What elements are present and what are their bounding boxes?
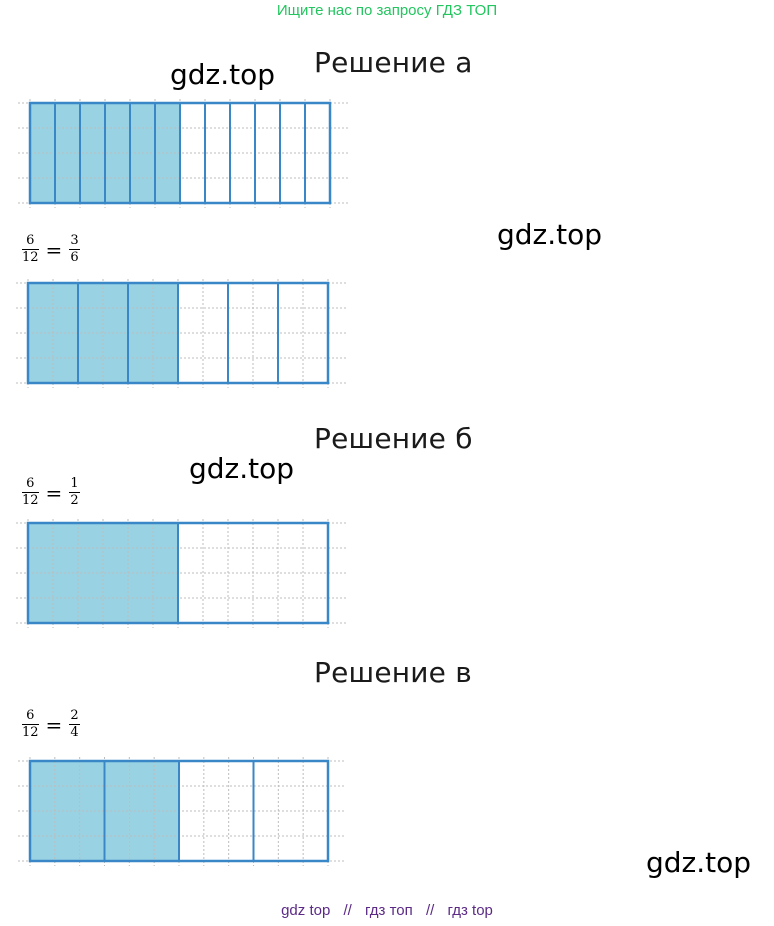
equals-sign: = <box>45 237 63 262</box>
watermark: gdz.top <box>497 218 603 251</box>
watermark: gdz.top <box>189 452 295 485</box>
footer-link[interactable]: gdz top <box>281 902 331 919</box>
footer-link[interactable]: гдз топ <box>365 902 413 919</box>
search-banner[interactable]: Ищите нас по запросу ГДЗ ТОП <box>276 2 498 19</box>
bar-outline <box>28 759 330 863</box>
fraction-left: 6 12 <box>22 233 39 265</box>
watermark: gdz.top <box>170 58 276 91</box>
footer-separator: // <box>343 902 352 919</box>
equals-sign: = <box>45 480 63 505</box>
footer-separator: // <box>425 902 435 919</box>
heading-solution-b: Решение б <box>314 422 473 455</box>
equals-sign: = <box>45 712 63 737</box>
bar-outline <box>26 281 330 385</box>
footer-link[interactable]: гдз top <box>447 902 493 919</box>
fraction-left: 6 12 <box>22 708 39 740</box>
bar-outline <box>28 101 332 205</box>
bar-outline <box>26 521 330 625</box>
watermark: gdz.top <box>646 846 752 879</box>
fraction-left: 6 12 <box>22 476 39 508</box>
heading-solution-a: Решение а <box>314 46 473 79</box>
footer-links: gdz top // гдз топ // гдз top <box>0 902 774 919</box>
heading-solution-c: Решение в <box>314 656 472 689</box>
